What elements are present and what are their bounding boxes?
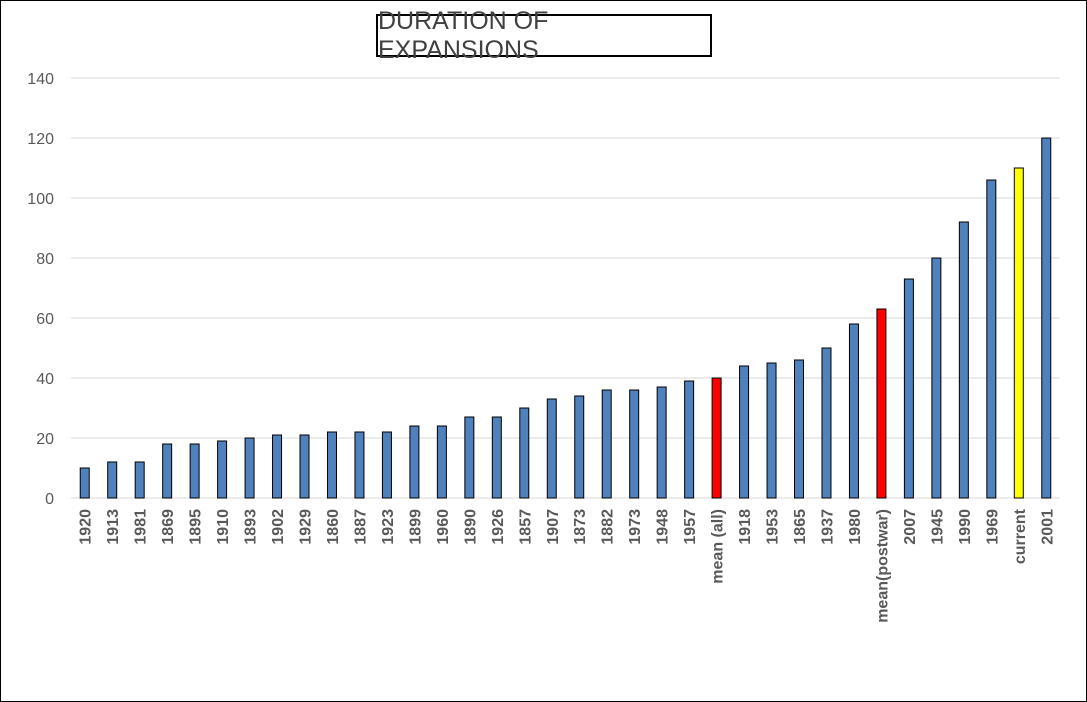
x-tick-label: 1860 <box>325 509 342 545</box>
bar[interactable] <box>546 398 557 499</box>
bar[interactable] <box>1013 167 1024 499</box>
y-tick-label: 60 <box>36 311 54 328</box>
bar[interactable] <box>189 443 200 499</box>
x-tick-label: current <box>1012 508 1029 564</box>
x-tick-label: 1902 <box>270 509 287 545</box>
x-tick-label: 1890 <box>462 509 479 545</box>
x-tick-label: 1953 <box>765 509 782 545</box>
y-tick-label: 120 <box>27 131 54 148</box>
x-tick-label: 1945 <box>929 509 946 545</box>
y-tick-label: 100 <box>27 191 54 208</box>
y-tick-label: 0 <box>45 491 54 508</box>
x-tick-label: 1969 <box>984 509 1001 545</box>
bar[interactable] <box>821 347 832 499</box>
bar[interactable] <box>794 359 805 499</box>
bar[interactable] <box>107 461 118 499</box>
x-tick-label: mean (all) <box>710 509 727 584</box>
x-tick-label: 1957 <box>682 509 699 545</box>
bar[interactable] <box>299 434 310 499</box>
bar[interactable] <box>436 425 447 499</box>
bar[interactable] <box>903 278 914 499</box>
x-tick-label: 1869 <box>160 509 177 545</box>
bar[interactable] <box>656 386 667 499</box>
x-tick-label: 1981 <box>133 509 150 545</box>
bar[interactable] <box>464 416 475 499</box>
x-tick-label: 1980 <box>847 509 864 545</box>
bar[interactable] <box>931 257 942 499</box>
bar[interactable] <box>272 434 283 499</box>
x-tick-label: 2007 <box>902 509 919 545</box>
bar[interactable] <box>519 407 530 499</box>
bar[interactable] <box>711 377 722 499</box>
x-tick-label: 1865 <box>792 509 809 545</box>
x-tick-label: 1929 <box>298 509 315 545</box>
bar[interactable] <box>986 179 997 499</box>
bar[interactable] <box>79 467 90 499</box>
bar[interactable] <box>684 380 695 499</box>
x-tick-label: 1973 <box>627 509 644 545</box>
bar[interactable] <box>217 440 228 499</box>
x-tick-label: 1948 <box>655 509 672 545</box>
x-tick-label: 1887 <box>352 509 369 545</box>
bar[interactable] <box>381 431 392 499</box>
x-tick-label: 1882 <box>600 509 617 545</box>
x-tick-label: 1918 <box>737 509 754 545</box>
x-tick-label: 1926 <box>490 509 507 545</box>
bar[interactable] <box>354 431 365 499</box>
bar[interactable] <box>766 362 777 499</box>
bar[interactable] <box>958 221 969 499</box>
x-tick-label: 1920 <box>78 509 95 545</box>
y-tick-label: 20 <box>36 431 54 448</box>
y-tick-label: 80 <box>36 251 54 268</box>
bar[interactable] <box>848 323 859 499</box>
x-tick-label: 2001 <box>1039 509 1056 545</box>
bar[interactable] <box>739 365 750 499</box>
x-tick-label: mean(postwar) <box>874 509 891 623</box>
bar[interactable] <box>162 443 173 499</box>
bar[interactable] <box>244 437 255 499</box>
x-tick-label: 1990 <box>957 509 974 545</box>
x-tick-label: 1873 <box>572 509 589 545</box>
x-tick-label: 1857 <box>517 509 534 545</box>
x-tick-label: 1899 <box>407 509 424 545</box>
x-tick-label: 1907 <box>545 509 562 545</box>
bar[interactable] <box>1041 137 1052 499</box>
x-tick-label: 1910 <box>215 509 232 545</box>
bar[interactable] <box>574 395 585 499</box>
x-tick-label: 1893 <box>243 509 260 545</box>
bar[interactable] <box>409 425 420 499</box>
bar[interactable] <box>601 389 612 499</box>
y-tick-label: 40 <box>36 371 54 388</box>
bar[interactable] <box>134 461 145 499</box>
x-tick-label: 1913 <box>105 509 122 545</box>
x-tick-label: 1895 <box>188 509 205 545</box>
x-tick-label: 1923 <box>380 509 397 545</box>
bar[interactable] <box>491 416 502 499</box>
x-tick-label: 1937 <box>819 509 836 545</box>
bar[interactable] <box>326 431 337 499</box>
x-tick-label: 1960 <box>435 509 452 545</box>
bar[interactable] <box>629 389 640 499</box>
y-tick-label: 140 <box>27 71 54 88</box>
bar[interactable] <box>876 308 887 499</box>
